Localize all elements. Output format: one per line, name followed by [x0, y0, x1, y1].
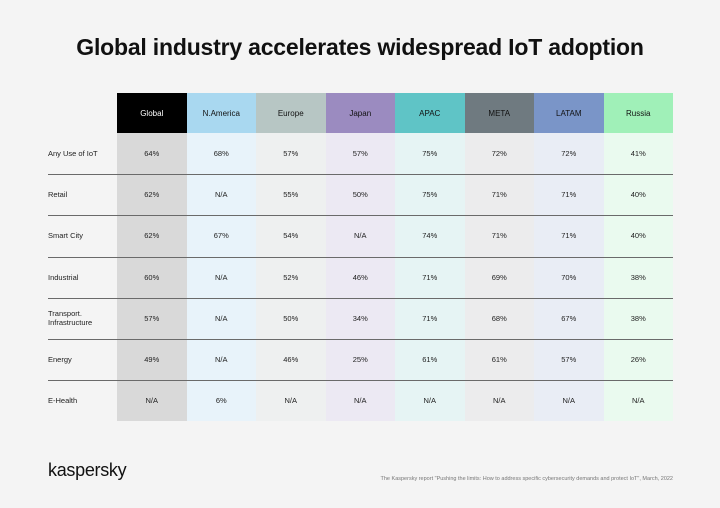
table-cell: 64% [144, 149, 160, 159]
table-cell: 70% [561, 272, 577, 282]
table-cell: 41% [630, 149, 646, 159]
table-cell: 61% [422, 355, 438, 365]
table-cell: N/A [145, 396, 158, 406]
table-cell: 38% [630, 313, 646, 323]
table-cell: 40% [630, 190, 646, 200]
row-divider [48, 215, 673, 217]
column-body [534, 133, 604, 422]
table-cell: N/A [284, 396, 297, 406]
column-header: Europe [256, 93, 326, 133]
table-cell: N/A [353, 396, 367, 406]
column-body [603, 133, 673, 422]
table-cell: 25% [352, 355, 368, 365]
table-cell: 71% [422, 313, 438, 323]
column-header: Global [117, 93, 187, 133]
row-label: Transport. Infrastructure [48, 309, 93, 328]
row-label: Any Use of IoT [48, 148, 98, 158]
table-cell: N/A [492, 396, 506, 406]
table-cell: 57% [352, 149, 368, 159]
table-cell: 67% [213, 231, 229, 241]
column-header: N.America [186, 93, 256, 133]
table-cell: 40% [630, 231, 646, 241]
row-label: E-Health [48, 396, 78, 406]
table-cell: 71% [561, 190, 577, 200]
table-cell: N/A [214, 272, 228, 282]
table-cell: 71% [491, 231, 507, 241]
column-header: Japan [325, 93, 395, 133]
table-cell: 26% [630, 355, 646, 365]
table-cell: 67% [561, 313, 577, 323]
table-cell: N/A [631, 396, 645, 406]
table-cell: 46% [352, 272, 368, 282]
table-cell: 55% [283, 190, 299, 200]
table-cell: 62% [144, 231, 160, 241]
source-note: The Kaspersky report "Pushing the limits… [380, 476, 673, 482]
column-header: APAC [395, 93, 465, 133]
table-cell: N/A [423, 396, 436, 406]
table-cell: 57% [283, 149, 299, 159]
table-cell: 71% [491, 190, 507, 200]
table-cell: 68% [213, 149, 229, 159]
table-cell: N/A [214, 355, 228, 365]
column-body [325, 133, 395, 422]
table-cell: N/A [214, 190, 228, 200]
table-cell: 57% [561, 355, 577, 365]
table-cell: 74% [422, 231, 438, 241]
column-body [186, 133, 256, 422]
row-divider [48, 256, 673, 258]
row-divider [48, 380, 673, 382]
column-body [117, 133, 187, 422]
row-divider [48, 297, 673, 299]
table-cell: 68% [491, 313, 507, 323]
table-cell: N/A [353, 231, 367, 241]
column-body [256, 133, 326, 422]
table-cell: 60% [144, 272, 160, 282]
table-cell: 72% [561, 149, 577, 159]
column-body [464, 133, 534, 422]
table-cell: 34% [352, 313, 368, 323]
row-label: Energy [48, 354, 72, 364]
table-cell: N/A [562, 396, 575, 406]
row-label: Smart City [48, 231, 84, 241]
logo: kaspersky [48, 460, 127, 480]
table-cell: 54% [283, 231, 299, 241]
table-cell: 50% [352, 190, 368, 200]
row-divider [48, 174, 673, 176]
table-cell: 71% [422, 272, 438, 282]
title: Global industry accelerates widespread I… [76, 34, 644, 60]
table-cell: 46% [283, 355, 299, 365]
table-cell: 72% [491, 149, 507, 159]
table-cell: 75% [422, 149, 438, 159]
table-cell: 71% [561, 231, 577, 241]
table-cell: 62% [144, 190, 160, 200]
table-cell: 75% [422, 190, 438, 200]
table-cell: 6% [215, 396, 227, 406]
table-cell: 38% [630, 272, 646, 282]
table-cell: N/A [214, 313, 228, 323]
column-body [395, 133, 465, 422]
column-header: LATAM [534, 93, 604, 133]
row-divider [48, 339, 673, 340]
table-cell: 52% [283, 272, 299, 282]
table-cell: 69% [491, 272, 507, 282]
table-cell: 50% [283, 313, 299, 323]
column-header: Russia [603, 93, 673, 133]
table-cell: 57% [144, 313, 160, 323]
row-label: Industrial [48, 272, 79, 282]
row-label: Retail [48, 190, 68, 200]
table-cell: 49% [144, 355, 160, 365]
table-cell: 61% [491, 355, 507, 365]
column-header: META [464, 93, 534, 133]
